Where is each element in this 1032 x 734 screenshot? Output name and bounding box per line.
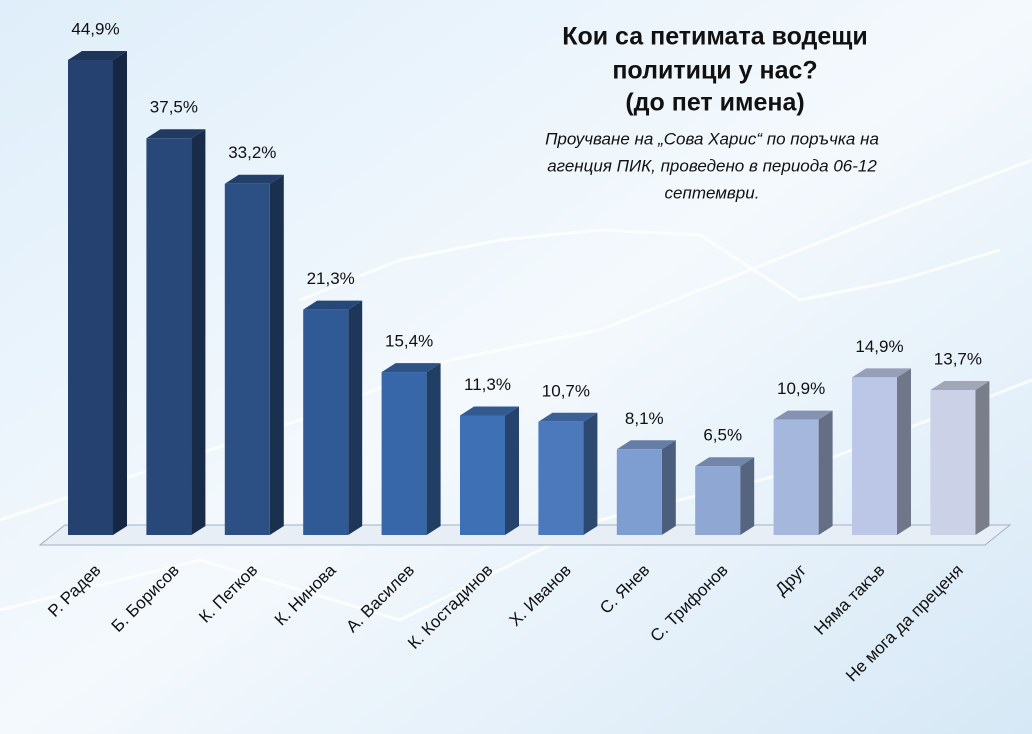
- bar: [773, 419, 819, 535]
- value-label: 8,1%: [625, 409, 664, 428]
- bar-side: [740, 457, 755, 535]
- floor: [38, 524, 1012, 546]
- bar-top: [930, 381, 990, 391]
- bar-top: [224, 174, 284, 184]
- bar-side: [426, 363, 441, 535]
- value-label: 10,7%: [542, 381, 590, 400]
- bar-top: [146, 129, 206, 139]
- subtitle: Проучване на „Сова Харис“ по поръчка на: [545, 129, 879, 148]
- bar-top: [852, 368, 911, 378]
- bar-side: [818, 410, 833, 535]
- chart-title: (до пет имена): [625, 89, 804, 117]
- bar-side: [661, 440, 676, 535]
- bar-side: [348, 300, 363, 535]
- bar: [146, 138, 192, 535]
- chart-title: Кои са петимата водещи: [562, 23, 868, 51]
- value-label: 14,9%: [855, 337, 903, 356]
- subtitle: агенция ПИК, проведено в периода 06-12: [547, 156, 877, 175]
- value-label: 44,9%: [71, 19, 119, 38]
- value-label: 10,9%: [777, 379, 825, 398]
- bar-side: [975, 381, 990, 535]
- bar-top: [538, 412, 598, 422]
- bar-top: [460, 406, 519, 416]
- bar: [460, 415, 505, 535]
- value-label: 13,7%: [934, 350, 982, 369]
- chart-title: политици у нас?: [612, 57, 817, 85]
- bar: [695, 466, 741, 535]
- subtitle: септември.: [665, 183, 760, 202]
- value-label: 21,3%: [307, 269, 355, 288]
- value-label: 33,2%: [228, 143, 276, 162]
- bar-side: [113, 50, 127, 535]
- value-label: 6,5%: [703, 426, 742, 445]
- bar: [852, 377, 897, 535]
- bar-top: [303, 300, 363, 310]
- bar: [381, 372, 427, 535]
- bar: [303, 309, 349, 535]
- value-label: 11,3%: [464, 375, 511, 394]
- value-label: 37,5%: [150, 98, 198, 117]
- bar: [68, 59, 113, 535]
- bar-top: [695, 457, 755, 467]
- bar: [538, 421, 584, 535]
- bar-top: [616, 440, 676, 450]
- bar-top: [68, 50, 127, 60]
- bar-side: [583, 412, 598, 535]
- bar-side: [897, 368, 911, 535]
- bar-side: [505, 406, 519, 535]
- bar: [616, 449, 662, 535]
- bar-side: [191, 129, 206, 535]
- bar-top: [773, 410, 833, 420]
- bar-side: [269, 174, 284, 535]
- value-label: 15,4%: [385, 332, 433, 351]
- bar: [224, 183, 270, 535]
- bar: [930, 390, 976, 535]
- bar-top: [381, 363, 441, 373]
